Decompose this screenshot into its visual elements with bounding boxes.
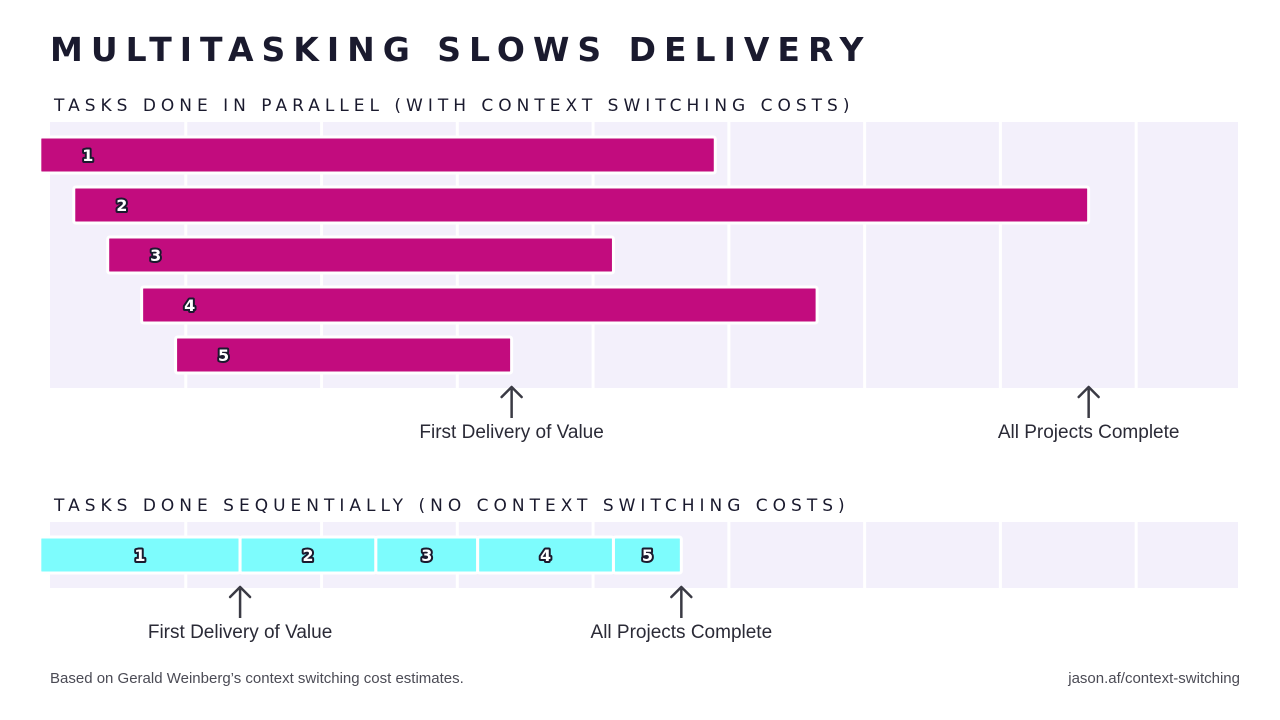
sequential-task-label-5: 5 [642, 546, 653, 565]
parallel-task-label-5: 5 [218, 346, 229, 365]
sequential-chart-subtitle: TASKS DONE SEQUENTIALLY (NO CONTEXT SWIT… [54, 496, 850, 516]
parallel-task-label-4: 4 [184, 296, 195, 315]
sequential-task-label-2: 2 [302, 546, 313, 565]
sequential-task-label-1: 1 [134, 546, 145, 565]
sequential-annotation-first-delivery-arrowhead [228, 585, 252, 599]
sequential-task-label-4: 4 [540, 546, 551, 565]
parallel-task-label-2: 2 [116, 196, 127, 215]
parallel-annotation-first-delivery-text: First Delivery of Value [419, 422, 603, 443]
sequential-annotation-all-complete-text: All Projects Complete [591, 622, 773, 643]
sequential-annotation-all-complete-arrowhead [670, 585, 693, 599]
parallel-task-label-3: 3 [150, 246, 161, 265]
parallel-task-bar-4 [140, 285, 819, 325]
parallel-task-bar-3 [106, 235, 615, 275]
parallel-annotation-all-complete-arrowhead [1077, 385, 1100, 399]
chart-title: MULTITASKING SLOWS DELIVERY [50, 30, 872, 69]
parallel-annotation-all-complete-text: All Projects Complete [998, 422, 1180, 443]
source-note: Based on Gerald Weinberg’s context switc… [50, 670, 464, 687]
parallel-task-bar-2 [72, 185, 1091, 225]
parallel-annotation-first-delivery-arrowhead [500, 385, 523, 399]
parallel-task-bar-1 [38, 135, 717, 175]
parallel-task-label-1: 1 [82, 146, 93, 165]
parallel-chart-subtitle: TASKS DONE IN PARALLEL (WITH CONTEXT SWI… [54, 96, 855, 116]
sequential-annotation-first-delivery-text: First Delivery of Value [148, 622, 332, 643]
parallel-task-bar-5 [174, 335, 514, 375]
sequential-task-bar-5 [611, 535, 683, 575]
source-link[interactable]: jason.af/context-switching [1068, 670, 1240, 687]
sequential-task-label-3: 3 [421, 546, 432, 565]
